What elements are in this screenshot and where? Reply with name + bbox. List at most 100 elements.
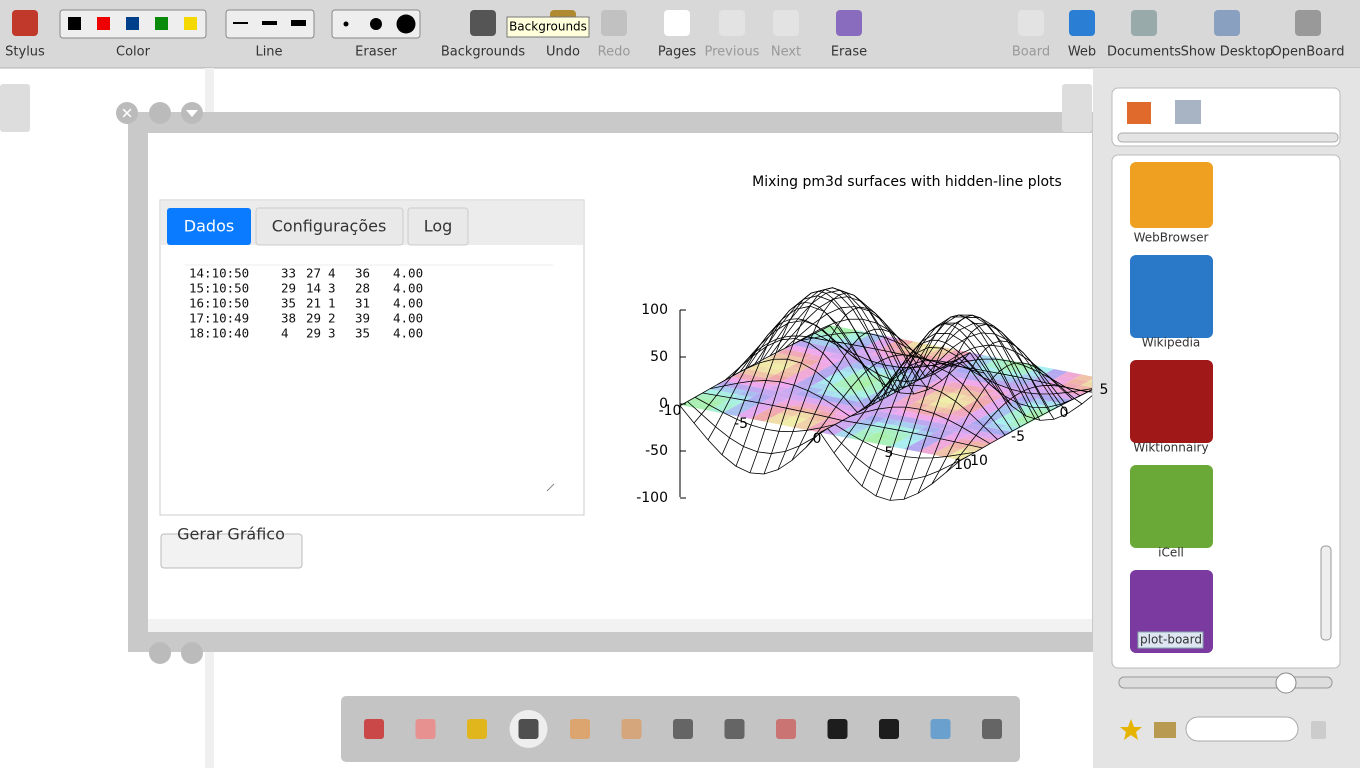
- library-label[interactable]: plot-board: [1140, 633, 1202, 647]
- zoom-slider[interactable]: [1118, 676, 1333, 689]
- eraser-size[interactable]: [343, 21, 349, 27]
- pm3d-cell: [958, 395, 980, 403]
- tab-configuracoes[interactable]: [255, 207, 404, 246]
- pm3d-cell: [865, 404, 887, 412]
- toolbar-label[interactable]: Stylus: [5, 45, 45, 60]
- color-swatch[interactable]: [126, 17, 139, 30]
- tool-icon[interactable]: [415, 719, 436, 739]
- tool-icon[interactable]: [570, 719, 590, 739]
- pm3d-cell: [717, 381, 739, 388]
- library-thumb[interactable]: [1130, 255, 1213, 338]
- tool-icon[interactable]: [724, 719, 745, 739]
- toolbar-label[interactable]: OpenBoard: [1272, 45, 1345, 60]
- toolbar-icon[interactable]: [1214, 10, 1240, 36]
- eraser-size[interactable]: [396, 14, 416, 34]
- line-width[interactable]: [291, 20, 306, 26]
- eraser-size[interactable]: [370, 18, 382, 30]
- trash-icon[interactable]: [1311, 721, 1326, 739]
- widget-back[interactable]: [149, 642, 171, 664]
- pm3d-cell: [800, 337, 822, 344]
- pm3d-cell: [732, 373, 754, 380]
- data-cell: 4: [281, 326, 289, 341]
- tool-icon[interactable]: [879, 719, 899, 739]
- toolbar-label[interactable]: Erase: [831, 45, 867, 60]
- library-thumb[interactable]: [1130, 465, 1213, 548]
- pm3d-cell: [913, 419, 935, 427]
- tool-icon[interactable]: [827, 719, 848, 739]
- slider-handle[interactable]: [1275, 672, 1297, 694]
- generate-button[interactable]: [160, 533, 303, 569]
- color-swatch[interactable]: [184, 17, 197, 30]
- library-label[interactable]: Wiktionnairy: [1133, 441, 1208, 455]
- toolbar-icon[interactable]: [836, 10, 862, 36]
- widget-front[interactable]: [181, 642, 203, 664]
- toolbar-label[interactable]: Eraser: [355, 45, 397, 60]
- pm3d-cell: [904, 445, 926, 452]
- toolbar-label[interactable]: Documents: [1107, 45, 1181, 60]
- line-width[interactable]: [262, 21, 277, 25]
- pm3d-cell: [779, 409, 801, 417]
- search-input[interactable]: [1185, 716, 1299, 742]
- tab-dados[interactable]: [167, 208, 251, 245]
- library-nav: [1111, 87, 1341, 147]
- toolbar-icon[interactable]: [664, 10, 690, 36]
- toolbar-icon[interactable]: [1295, 10, 1321, 36]
- toolbar-icon[interactable]: [470, 10, 496, 36]
- library-label[interactable]: WebBrowser: [1134, 231, 1209, 245]
- toolbar-label[interactable]: Show Desktop: [1181, 45, 1274, 60]
- home-icon[interactable]: [1127, 102, 1151, 124]
- color-swatch[interactable]: [97, 17, 110, 30]
- mesh-line: [917, 340, 1069, 494]
- toolbar-icon[interactable]: [12, 10, 38, 36]
- tool-icon[interactable]: [518, 719, 539, 739]
- toolbar-label[interactable]: Pages: [658, 45, 696, 60]
- color-swatch[interactable]: [68, 17, 81, 30]
- toolbar-label[interactable]: Backgrounds: [441, 45, 526, 60]
- tool-icon[interactable]: [673, 719, 693, 739]
- pm3d-cell: [850, 412, 872, 420]
- left-panel-tab[interactable]: [0, 84, 30, 132]
- tool-icon[interactable]: [930, 719, 951, 739]
- toolbar-icon[interactable]: [1131, 10, 1157, 36]
- pm3d-cell: [860, 376, 882, 383]
- pm3d-cell: [953, 378, 975, 385]
- pm3d-cell: [849, 423, 871, 430]
- toolbar-label[interactable]: Color: [116, 45, 151, 60]
- data-cell: 16:10:50: [189, 296, 249, 311]
- tool-icon[interactable]: [467, 719, 487, 739]
- pm3d-cell: [890, 360, 912, 367]
- new-folder-icon[interactable]: [1154, 722, 1176, 738]
- color-swatch[interactable]: [155, 17, 168, 30]
- close-widget[interactable]: [116, 102, 138, 124]
- right-panel-tab[interactable]: [1062, 84, 1092, 132]
- freeze-widget[interactable]: [149, 102, 171, 124]
- pm3d-cell: [910, 380, 932, 388]
- toolbar-label[interactable]: Line: [255, 45, 282, 60]
- pm3d-cell: [929, 400, 951, 408]
- favorite-icon[interactable]: [1120, 719, 1142, 740]
- pm3d-cell: [877, 428, 899, 436]
- tool-icon[interactable]: [982, 719, 1002, 739]
- toolbar-label[interactable]: Web: [1068, 45, 1096, 60]
- pm3d-cell: [789, 373, 811, 380]
- toolbar-label[interactable]: Undo: [546, 45, 580, 60]
- toolbar-icon[interactable]: [1069, 10, 1095, 36]
- line-width[interactable]: [233, 22, 248, 24]
- library-label[interactable]: Wikipedia: [1142, 336, 1201, 350]
- pm3d-cell: [710, 385, 732, 392]
- tool-icon[interactable]: [776, 719, 796, 739]
- library-thumb[interactable]: [1130, 162, 1213, 228]
- library-label[interactable]: iCell: [1158, 546, 1184, 560]
- tab-log[interactable]: [407, 207, 469, 246]
- tool-icon[interactable]: [621, 719, 642, 739]
- pm3d-cell: [1001, 393, 1023, 400]
- h-scrollbar[interactable]: [148, 619, 1092, 632]
- pm3d-cell: [739, 379, 761, 387]
- tab-label: Dados: [184, 217, 234, 236]
- list-scrollbar[interactable]: [1320, 545, 1332, 641]
- data-cell: 4.00: [393, 311, 423, 326]
- pm3d-cell: [952, 388, 974, 396]
- library-thumb[interactable]: [1130, 360, 1213, 443]
- folder-icon[interactable]: [1175, 100, 1201, 124]
- tool-icon[interactable]: [364, 719, 384, 739]
